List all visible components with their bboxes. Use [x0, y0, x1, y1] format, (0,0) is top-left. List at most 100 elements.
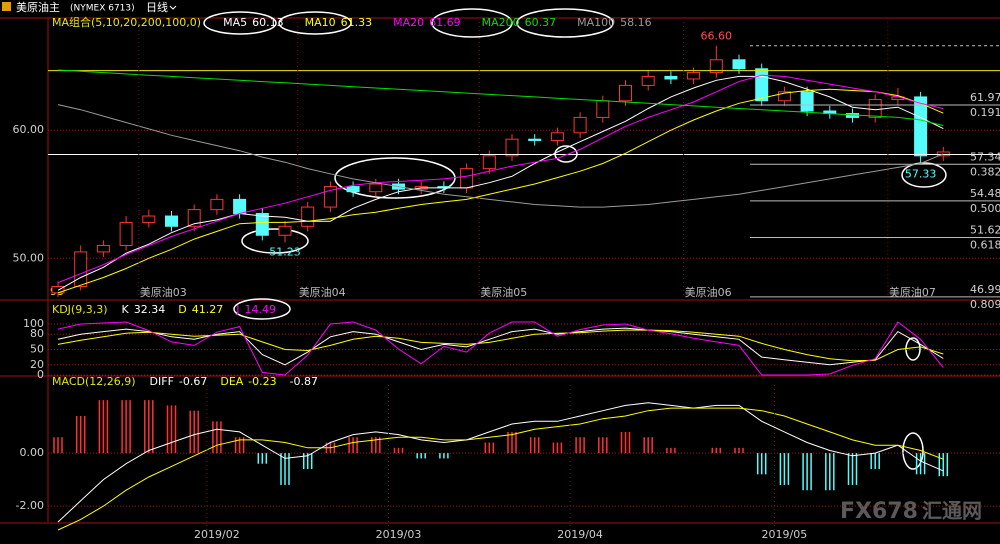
y-tick-label: 0: [37, 368, 44, 381]
ma-line: [57, 104, 944, 208]
y-tick-label: 100: [23, 317, 44, 330]
x-tick-label: 美原油05: [480, 285, 527, 299]
candle-body: [596, 100, 610, 118]
legend-item: MA100 58.16: [577, 16, 652, 29]
candle-body: [301, 206, 315, 227]
y-tick-label: 80: [30, 327, 44, 340]
candle-body: [142, 215, 156, 223]
candle-body: [641, 75, 655, 86]
legend-name: D: [178, 303, 186, 316]
legend-name: MA100: [577, 16, 615, 29]
legend-name: MA200: [482, 16, 520, 29]
fib-ratio: 0.618: [970, 239, 1000, 252]
macd-line: [57, 402, 944, 523]
legend-item: DEA -0.23: [220, 375, 276, 388]
x-tick-label: 美原油06: [685, 285, 732, 299]
candle-body: [369, 183, 383, 193]
legend-name: MA5: [223, 16, 247, 29]
legend-value: -0.23: [248, 375, 276, 388]
legend-value: 32.34: [134, 303, 166, 316]
candle-body: [96, 244, 110, 253]
candle-body: [187, 209, 201, 227]
highlight: [241, 228, 309, 254]
candle-body: [709, 59, 723, 74]
kdj-line: [57, 329, 944, 362]
legend-item: J 14.49: [235, 303, 276, 316]
highlight: [554, 145, 578, 163]
legend-value: -0.67: [179, 375, 207, 388]
fib-price: 46.99: [970, 283, 1000, 296]
fib-ratio: 0.500: [970, 202, 1000, 215]
candle-body: [346, 186, 360, 193]
ma-line: [57, 75, 944, 291]
candle-body: [619, 84, 632, 102]
legend-value: 60.37: [525, 16, 557, 29]
indicator-title: KDJ(9,3,3): [52, 303, 108, 316]
highlight: [233, 298, 291, 320]
fib-ratio: 0.382: [970, 165, 1000, 178]
legend-item: DIFF -0.67: [150, 375, 208, 388]
candle-body: [165, 215, 178, 227]
x-tick-label: 美原油04: [299, 285, 346, 299]
kdj-line: [57, 321, 944, 376]
macd-line: [57, 407, 944, 531]
toolbar-icon: [2, 2, 11, 11]
fib-price: 54.48: [970, 187, 1000, 200]
ma-line: [57, 69, 944, 126]
candle-body: [210, 198, 224, 211]
legend-name: J: [235, 303, 239, 316]
candle-body: [119, 221, 133, 246]
watermark-site: 汇通网: [922, 499, 982, 523]
legend-name: DEA: [220, 375, 243, 388]
highlight: [516, 8, 614, 38]
candle-body: [255, 212, 269, 236]
x-tick-label: 美原油03: [140, 285, 187, 299]
y-tick-label: 60.00: [13, 123, 45, 136]
candle-body: [732, 59, 746, 70]
x-tick-label: 美原油07: [889, 285, 936, 299]
legend-item: D 41.27: [178, 303, 223, 316]
period-selector[interactable]: 日线: [146, 0, 168, 14]
candle-body: [755, 68, 769, 102]
watermark-brand: FX678: [840, 499, 918, 524]
fib-price: 61.97: [970, 91, 1000, 104]
candle-body: [573, 116, 587, 134]
candle-body: [233, 198, 247, 214]
legend-name: DIFF: [150, 375, 174, 388]
y-tick-label: 0.00: [20, 446, 45, 459]
symbol[interactable]: 美原油主: [16, 0, 60, 14]
indicator-title: MACD(12,26,9): [52, 375, 136, 388]
legend-item: MA20 61.69: [393, 16, 461, 29]
fib-ratio: 0.191: [970, 106, 1000, 119]
candle-body: [74, 251, 88, 287]
highlight: [901, 162, 947, 188]
candle-body: [800, 91, 814, 112]
dropdown-arrow[interactable]: [169, 5, 177, 10]
legend-value: 41.27: [192, 303, 224, 316]
legend-name: MA20: [393, 16, 424, 29]
fib-ratio: 0.809: [970, 298, 1000, 311]
x-tick-label: 2019/04: [557, 528, 603, 541]
highlight: [278, 11, 352, 35]
highlight: [203, 11, 277, 35]
legend-value: 14.49: [244, 303, 276, 316]
indicator-title: MA组合(5,10,20,200,100,0): [52, 15, 201, 29]
candle-body: [505, 138, 519, 157]
legend-item: K 32.34: [122, 303, 166, 316]
candle-body: [914, 96, 928, 157]
ma-line: [57, 88, 944, 294]
candle-body: [664, 75, 678, 80]
kdj-line: [57, 327, 944, 366]
candle-body: [868, 98, 882, 118]
candle-body: [687, 72, 701, 80]
x-tick-label: 2019/02: [194, 528, 240, 541]
candle-body: [550, 132, 564, 141]
candle-body: [460, 168, 474, 189]
fib-price: 57.34: [970, 150, 1000, 163]
legend-value: 61.33: [341, 16, 373, 29]
y-tick-label: 50: [30, 343, 44, 356]
legend-item: MA200 60.37: [482, 16, 557, 29]
